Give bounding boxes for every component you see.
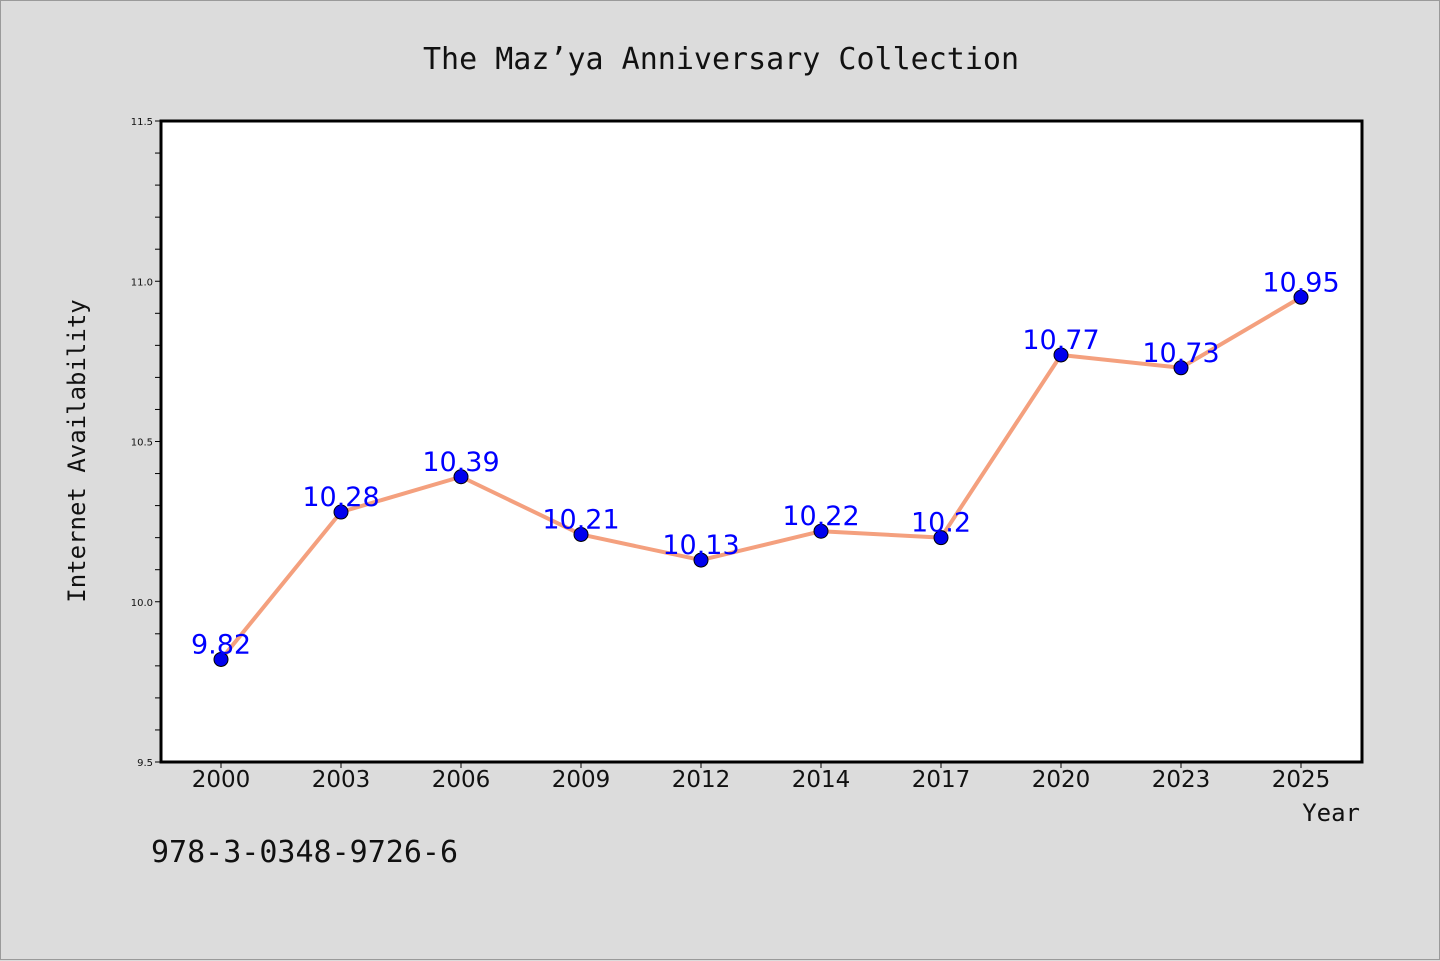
- data-point: [1053, 347, 1069, 363]
- data-point: [933, 530, 949, 546]
- data-label: 10.21: [542, 504, 619, 535]
- x-tick-label: 2020: [1032, 767, 1091, 793]
- x-tick-label: 2023: [1152, 767, 1211, 793]
- isbn-text: 978-3-0348-9726-6: [151, 835, 459, 870]
- y-tick-label: 10.0: [131, 598, 153, 609]
- y-tick-label: 10.5: [131, 438, 153, 449]
- y-axis-label: Internet Availability: [63, 299, 91, 602]
- y-axis: 9.5 10.0 10.5 11.0 11.5: [131, 117, 161, 769]
- x-tick-label: 2017: [912, 767, 971, 793]
- x-axis: 2000 2003 2006 2009 2012 2014 2017 2020 2023 2025: [192, 762, 1331, 793]
- data-label: 9.82: [191, 629, 251, 660]
- data-label: 10.39: [422, 447, 499, 478]
- data-label: 10.77: [1022, 325, 1099, 356]
- x-tick-label: 2000: [192, 767, 251, 793]
- data-label: 10.13: [662, 530, 739, 561]
- x-tick-label: 2012: [672, 767, 731, 793]
- data-label: 10.2: [911, 508, 971, 539]
- y-tick-label: 9.5: [137, 758, 153, 769]
- x-tick-label: 2006: [432, 767, 491, 793]
- x-axis-label: Year: [1302, 799, 1360, 827]
- data-point: [573, 526, 589, 542]
- y-tick-label: 11.5: [131, 117, 153, 128]
- data-point: [1293, 289, 1309, 305]
- data-point: [1173, 360, 1189, 376]
- data-label: 10.22: [782, 501, 859, 532]
- series-group: 9.82 10.28 10.39 10.21 10.13 10.22 10.2 10.77 10…: [191, 267, 1340, 667]
- x-tick-label: 2009: [552, 767, 611, 793]
- series-line: [219, 295, 1303, 661]
- data-point: [693, 552, 709, 568]
- plot-area: [159, 119, 1364, 764]
- data-point: [453, 469, 469, 485]
- data-point: [333, 504, 349, 520]
- data-point: [813, 523, 829, 539]
- data-label: 10.73: [1142, 338, 1219, 369]
- x-tick-label: 2003: [312, 767, 371, 793]
- data-label: 10.28: [302, 482, 379, 513]
- data-label: 10.95: [1262, 267, 1339, 298]
- x-tick-label: 2014: [792, 767, 851, 793]
- x-tick-label: 2025: [1272, 767, 1331, 793]
- y-tick-label: 11.0: [131, 277, 153, 288]
- data-point: [213, 651, 229, 667]
- chart-title: The Maz’ya Anniversary Collection: [423, 42, 1019, 77]
